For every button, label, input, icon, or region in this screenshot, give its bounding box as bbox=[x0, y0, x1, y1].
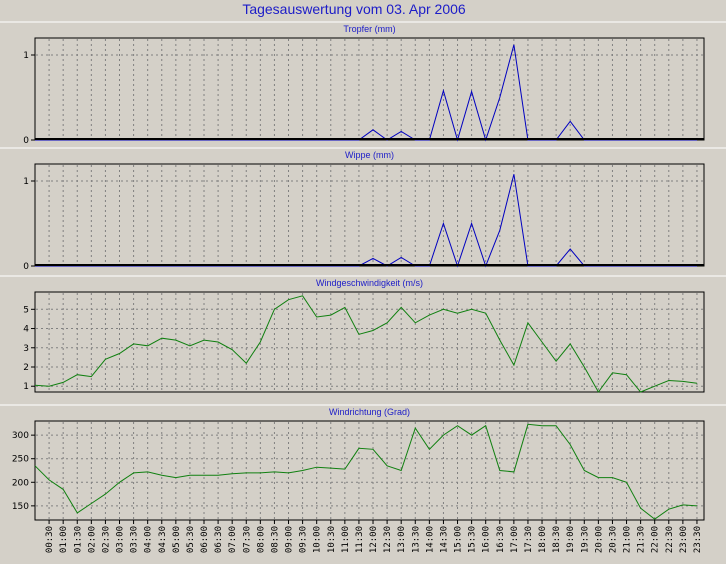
x-tick-label: 20:30 bbox=[608, 526, 618, 553]
x-tick-label: 01:00 bbox=[59, 526, 69, 553]
x-tick-label: 08:00 bbox=[256, 526, 266, 553]
y-tick-label: 2 bbox=[23, 363, 29, 373]
y-tick-label: 200 bbox=[12, 478, 29, 488]
y-tick-label: 1 bbox=[23, 382, 29, 392]
x-tick-label: 20:00 bbox=[594, 526, 604, 553]
y-tick-label: 250 bbox=[12, 455, 29, 465]
y-tick-label: 150 bbox=[12, 502, 29, 512]
y-tick-label: 1 bbox=[23, 177, 29, 187]
x-tick-label: 21:30 bbox=[637, 526, 647, 553]
panel-title: Windrichtung (Grad) bbox=[329, 407, 410, 417]
x-axis: 00:30 01:00 01:30 02:00 02:30 03:00 03:30 04:00… bbox=[45, 520, 703, 553]
x-tick-label: 22:30 bbox=[665, 526, 675, 553]
y-tick-label: 5 bbox=[23, 305, 29, 315]
plot-area bbox=[34, 420, 705, 521]
x-tick-label: 18:30 bbox=[552, 526, 562, 553]
x-tick-label: 14:30 bbox=[439, 526, 449, 553]
panel-2: Wippe (mm) 0 1 bbox=[0, 147, 726, 272]
x-tick-label: 11:00 bbox=[341, 526, 351, 553]
x-tick-label: 07:00 bbox=[228, 526, 238, 553]
x-tick-label: 05:30 bbox=[186, 526, 196, 553]
x-tick-label: 13:30 bbox=[411, 526, 421, 553]
y-tick-label: 4 bbox=[23, 325, 29, 335]
x-tick-label: 03:30 bbox=[130, 526, 140, 553]
plot-area bbox=[34, 291, 705, 393]
x-tick-label: 06:30 bbox=[214, 526, 224, 553]
x-tick-label: 15:30 bbox=[468, 526, 478, 553]
x-tick-label: 04:30 bbox=[158, 526, 168, 553]
x-tick-label: 10:00 bbox=[313, 526, 323, 553]
x-tick-label: 21:00 bbox=[623, 526, 633, 553]
x-tick-label: 19:00 bbox=[566, 526, 576, 553]
x-tick-label: 19:30 bbox=[580, 526, 590, 553]
x-tick-label: 15:00 bbox=[454, 526, 464, 553]
chart-title: Tagesauswertung vom 03. Apr 2006 bbox=[242, 1, 466, 17]
x-tick-label: 03:00 bbox=[116, 526, 126, 553]
x-tick-label: 02:30 bbox=[101, 526, 111, 553]
y-tick-label: 1 bbox=[23, 51, 29, 61]
x-tick-label: 05:00 bbox=[172, 526, 182, 553]
x-tick-label: 09:30 bbox=[299, 526, 309, 553]
x-tick-label: 12:00 bbox=[369, 526, 379, 553]
x-tick-label: 16:30 bbox=[496, 526, 506, 553]
panel-title: Wippe (mm) bbox=[345, 150, 394, 160]
x-tick-label: 23:30 bbox=[693, 526, 703, 553]
y-tick-label: 300 bbox=[12, 431, 29, 441]
x-tick-label: 00:30 bbox=[45, 526, 55, 553]
panel-4: Windrichtung (Grad) 150 200 250 300 bbox=[0, 404, 726, 521]
panel-title: Tropfer (mm) bbox=[343, 24, 395, 34]
plot-area bbox=[34, 163, 705, 267]
series-line bbox=[34, 295, 698, 393]
x-tick-label: 16:00 bbox=[482, 526, 492, 553]
x-tick-label: 14:00 bbox=[425, 526, 435, 553]
y-tick-label: 3 bbox=[23, 344, 29, 354]
panel-3: Windgeschwindigkeit (m/s) 1 2 3 4 5 bbox=[0, 275, 726, 393]
x-tick-label: 13:00 bbox=[397, 526, 407, 553]
panel-title: Windgeschwindigkeit (m/s) bbox=[316, 278, 423, 288]
x-tick-label: 01:30 bbox=[73, 526, 83, 553]
x-tick-label: 17:30 bbox=[524, 526, 534, 553]
x-tick-label: 04:00 bbox=[144, 526, 154, 553]
x-tick-label: 06:00 bbox=[200, 526, 210, 553]
x-tick-label: 17:00 bbox=[510, 526, 520, 553]
x-tick-label: 10:30 bbox=[327, 526, 337, 553]
panel-1: Tropfer (mm) 0 1 bbox=[0, 21, 726, 146]
plot-area bbox=[34, 37, 705, 141]
y-tick-label: 0 bbox=[23, 136, 29, 146]
y-tick-label: 0 bbox=[23, 262, 29, 272]
x-tick-label: 22:00 bbox=[651, 526, 661, 553]
x-tick-label: 02:00 bbox=[87, 526, 97, 553]
x-tick-label: 07:30 bbox=[242, 526, 252, 553]
x-tick-label: 11:30 bbox=[355, 526, 365, 553]
x-tick-label: 12:30 bbox=[383, 526, 393, 553]
series-line bbox=[34, 423, 698, 520]
x-tick-label: 23:00 bbox=[679, 526, 689, 553]
x-tick-label: 08:30 bbox=[270, 526, 280, 553]
x-tick-label: 09:00 bbox=[285, 526, 295, 553]
x-tick-label: 18:00 bbox=[538, 526, 548, 553]
